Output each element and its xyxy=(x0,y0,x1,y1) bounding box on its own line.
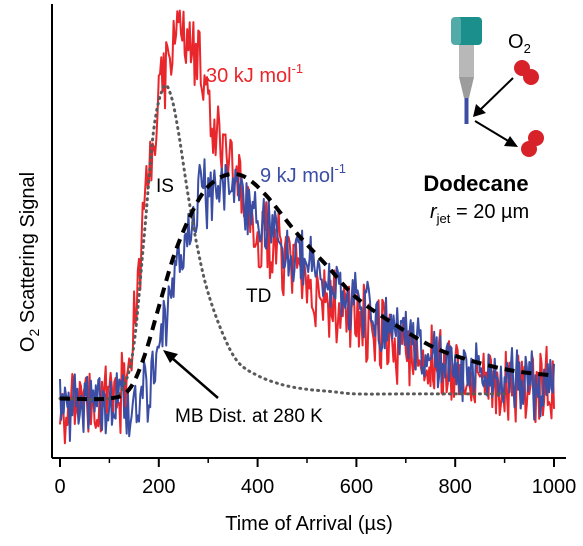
liquid-jet xyxy=(464,98,469,124)
x-axis-ticks: 0 200 400 600 800 1000 xyxy=(54,458,576,498)
y-axis-label-sub: 2 xyxy=(26,329,42,337)
inset-o2-main: O xyxy=(508,31,524,53)
nozzle-tip xyxy=(459,77,474,98)
x-tick-label: 600 xyxy=(340,476,373,498)
nozzle-cap xyxy=(451,17,482,45)
x-tick-label: 400 xyxy=(241,476,274,498)
incoming-arrow-shaft xyxy=(479,77,514,111)
y-axis-label: O2 Scattering Signal xyxy=(17,172,42,352)
x-tick-label: 0 xyxy=(54,476,65,498)
inset-o2-sub: 2 xyxy=(524,41,531,56)
jet-inset: O2 Dodecane rjet = 20 µm xyxy=(423,17,544,226)
nozzle-body xyxy=(459,45,474,77)
label-is: IS xyxy=(156,176,174,197)
incoming-arrow-head xyxy=(473,104,486,117)
label-9kj-sup: -1 xyxy=(334,161,346,176)
series-9kj xyxy=(59,158,555,442)
nozzle-cap-highlight xyxy=(451,17,461,45)
outgoing-arrow-head xyxy=(504,136,518,147)
x-tick-label: 200 xyxy=(142,476,175,498)
inset-rjet: rjet = 20 µm xyxy=(430,201,529,226)
y-axis-label-o: O xyxy=(17,337,39,353)
series-9kj-line xyxy=(59,158,555,442)
x-tick-label: 800 xyxy=(439,476,472,498)
label-mb-dist: MB Dist. at 280 K xyxy=(175,406,323,427)
series-30kj xyxy=(59,9,555,445)
mb-arrow-head xyxy=(163,350,178,363)
series-mb-line xyxy=(59,171,555,402)
label-9kj-value: 9 kJ mol xyxy=(260,165,334,187)
o2-atom-4 xyxy=(521,141,537,157)
x-axis-label: Time of Arrival (µs) xyxy=(225,513,392,535)
y-axis-label-rest: Scattering Signal xyxy=(17,172,39,329)
outgoing-arrow-shaft xyxy=(474,120,511,143)
label-td: TD xyxy=(246,286,271,307)
inset-rjet-r: r xyxy=(430,201,438,223)
o2-molecule-outgoing xyxy=(521,130,544,157)
mb-arrow-shaft xyxy=(171,357,219,399)
inset-rjet-rest: = 20 µm xyxy=(450,201,529,223)
series-30kj-line xyxy=(59,9,555,445)
inset-liquid-name: Dodecane xyxy=(423,171,528,196)
inset-rjet-sub: jet xyxy=(436,211,451,226)
label-30kj-sup: -1 xyxy=(292,61,304,76)
inset-o2-label: O2 xyxy=(508,31,531,56)
x-axis-minor-ticks xyxy=(108,458,506,463)
series-mb-dist xyxy=(59,171,555,402)
label-30kj-value: 30 kJ mol xyxy=(206,65,292,87)
x-tick-label: 1000 xyxy=(532,476,577,498)
o2-atom-2 xyxy=(523,69,539,85)
mb-arrow xyxy=(163,350,219,399)
o2-molecule-incoming xyxy=(514,60,539,85)
label-9kj: 9 kJ mol-1 xyxy=(260,161,346,187)
plot-frame xyxy=(51,4,566,459)
label-30kj: 30 kJ mol-1 xyxy=(206,61,303,87)
